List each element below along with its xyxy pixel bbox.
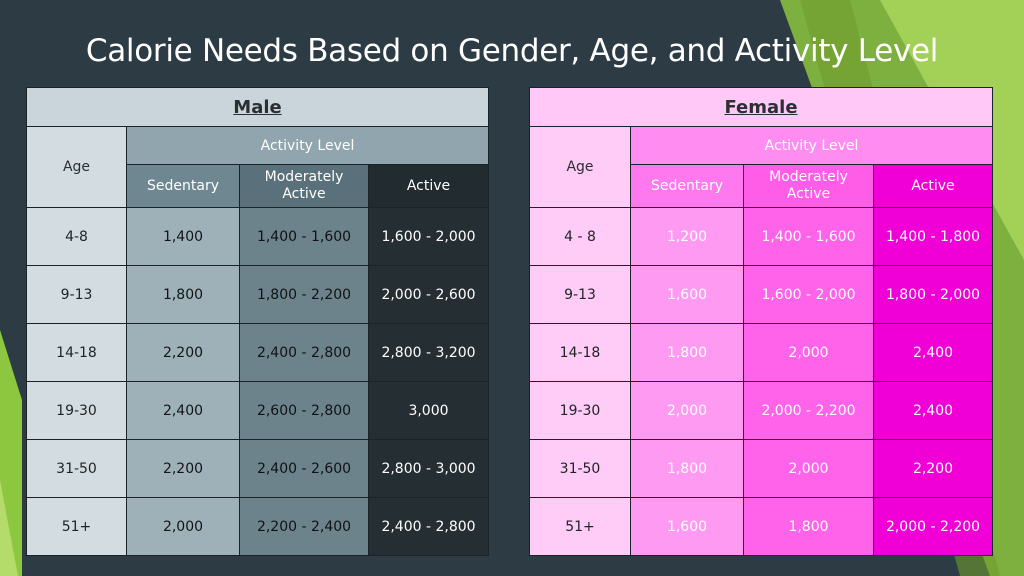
green-accent-bottom-left-light bbox=[0, 480, 18, 576]
page-title: Calorie Needs Based on Gender, Age, and … bbox=[85, 33, 939, 69]
female-sedentary-cell: 2,000 bbox=[630, 381, 744, 440]
female-age-cell: 4 - 8 bbox=[529, 207, 631, 266]
male-sedentary-cell: 1,400 bbox=[126, 207, 240, 266]
male-active-cell: 3,000 bbox=[368, 381, 489, 440]
female-moderate-cell: 1,600 - 2,000 bbox=[743, 265, 874, 324]
male-sedentary-cell: 1,800 bbox=[126, 265, 240, 324]
male-active-header: Active bbox=[368, 164, 489, 208]
table-row: 19-30 2,000 2,000 - 2,200 2,400 bbox=[529, 381, 993, 440]
female-sedentary-cell: 1,600 bbox=[630, 265, 744, 324]
male-age-cell: 31-50 bbox=[26, 439, 127, 498]
table-row: 9-13 1,600 1,600 - 2,000 1,800 - 2,000 bbox=[529, 265, 993, 324]
table-row: 31-50 2,200 2,400 - 2,600 2,800 - 3,000 bbox=[26, 439, 489, 498]
male-moderate-cell: 2,600 - 2,800 bbox=[239, 381, 369, 440]
female-active-cell: 2,400 bbox=[873, 381, 993, 440]
female-age-cell: 14-18 bbox=[529, 323, 631, 382]
male-age-cell: 9-13 bbox=[26, 265, 127, 324]
male-active-cell: 2,000 - 2,600 bbox=[368, 265, 489, 324]
female-sedentary-header: Sedentary bbox=[630, 164, 744, 208]
table-row: 31-50 1,800 2,000 2,200 bbox=[529, 439, 993, 498]
table-row: 14-18 1,800 2,000 2,400 bbox=[529, 323, 993, 382]
table-row: 51+ 1,600 1,800 2,000 - 2,200 bbox=[529, 497, 993, 556]
table-row: 19-30 2,400 2,600 - 2,800 3,000 bbox=[26, 381, 489, 440]
female-sedentary-cell: 1,800 bbox=[630, 323, 744, 382]
female-moderate-cell: 2,000 bbox=[743, 323, 874, 382]
male-active-cell: 2,800 - 3,000 bbox=[368, 439, 489, 498]
male-sedentary-header: Sedentary bbox=[126, 164, 240, 208]
female-sedentary-cell: 1,200 bbox=[630, 207, 744, 266]
female-heading: Female bbox=[724, 96, 798, 118]
female-moderate-cell: 2,000 - 2,200 bbox=[743, 381, 874, 440]
table-row: 51+ 2,000 2,200 - 2,400 2,400 - 2,800 bbox=[26, 497, 489, 556]
male-activity-level-header: Activity Level bbox=[126, 126, 489, 165]
female-moderately-active-header: Moderately Active bbox=[743, 164, 874, 208]
male-age-header: Age bbox=[26, 126, 127, 208]
male-sedentary-cell: 2,200 bbox=[126, 439, 240, 498]
female-age-cell: 51+ bbox=[529, 497, 631, 556]
female-active-cell: 2,200 bbox=[873, 439, 993, 498]
female-sedentary-cell: 1,600 bbox=[630, 497, 744, 556]
female-moderate-cell: 1,400 - 1,600 bbox=[743, 207, 874, 266]
male-age-cell: 51+ bbox=[26, 497, 127, 556]
male-moderate-cell: 2,400 - 2,800 bbox=[239, 323, 369, 382]
male-age-cell: 14-18 bbox=[26, 323, 127, 382]
table-row: 9-13 1,800 1,800 - 2,200 2,000 - 2,600 bbox=[26, 265, 489, 324]
table-row: 14-18 2,200 2,400 - 2,800 2,800 - 3,200 bbox=[26, 323, 489, 382]
table-row: 4-8 1,400 1,400 - 1,600 1,600 - 2,000 bbox=[26, 207, 489, 266]
male-age-cell: 19-30 bbox=[26, 381, 127, 440]
female-active-cell: 2,000 - 2,200 bbox=[873, 497, 993, 556]
male-sedentary-cell: 2,200 bbox=[126, 323, 240, 382]
male-moderately-active-header: Moderately Active bbox=[239, 164, 369, 208]
female-age-cell: 31-50 bbox=[529, 439, 631, 498]
female-active-cell: 2,400 bbox=[873, 323, 993, 382]
male-moderate-cell: 2,400 - 2,600 bbox=[239, 439, 369, 498]
male-table-heading: Male bbox=[26, 87, 489, 127]
female-table-heading: Female bbox=[529, 87, 993, 127]
female-age-cell: 19-30 bbox=[529, 381, 631, 440]
male-active-cell: 2,400 - 2,800 bbox=[368, 497, 489, 556]
female-sedentary-cell: 1,800 bbox=[630, 439, 744, 498]
male-heading: Male bbox=[233, 96, 282, 118]
female-moderate-cell: 2,000 bbox=[743, 439, 874, 498]
female-moderate-cell: 1,800 bbox=[743, 497, 874, 556]
female-age-header: Age bbox=[529, 126, 631, 208]
male-moderate-cell: 1,400 - 1,600 bbox=[239, 207, 369, 266]
male-calorie-table: Male Age Activity Level Sedentary Modera… bbox=[26, 87, 489, 556]
male-age-cell: 4-8 bbox=[26, 207, 127, 266]
male-active-cell: 1,600 - 2,000 bbox=[368, 207, 489, 266]
male-active-cell: 2,800 - 3,200 bbox=[368, 323, 489, 382]
male-moderate-cell: 2,200 - 2,400 bbox=[239, 497, 369, 556]
table-row: 4 - 8 1,200 1,400 - 1,600 1,400 - 1,800 bbox=[529, 207, 993, 266]
female-active-cell: 1,800 - 2,000 bbox=[873, 265, 993, 324]
male-moderate-cell: 1,800 - 2,200 bbox=[239, 265, 369, 324]
female-activity-level-header: Activity Level bbox=[630, 126, 993, 165]
female-calorie-table: Female Age Activity Level Sedentary Mode… bbox=[529, 87, 993, 556]
female-active-cell: 1,400 - 1,800 bbox=[873, 207, 993, 266]
male-sedentary-cell: 2,400 bbox=[126, 381, 240, 440]
female-active-header: Active bbox=[873, 164, 993, 208]
male-sedentary-cell: 2,000 bbox=[126, 497, 240, 556]
female-age-cell: 9-13 bbox=[529, 265, 631, 324]
